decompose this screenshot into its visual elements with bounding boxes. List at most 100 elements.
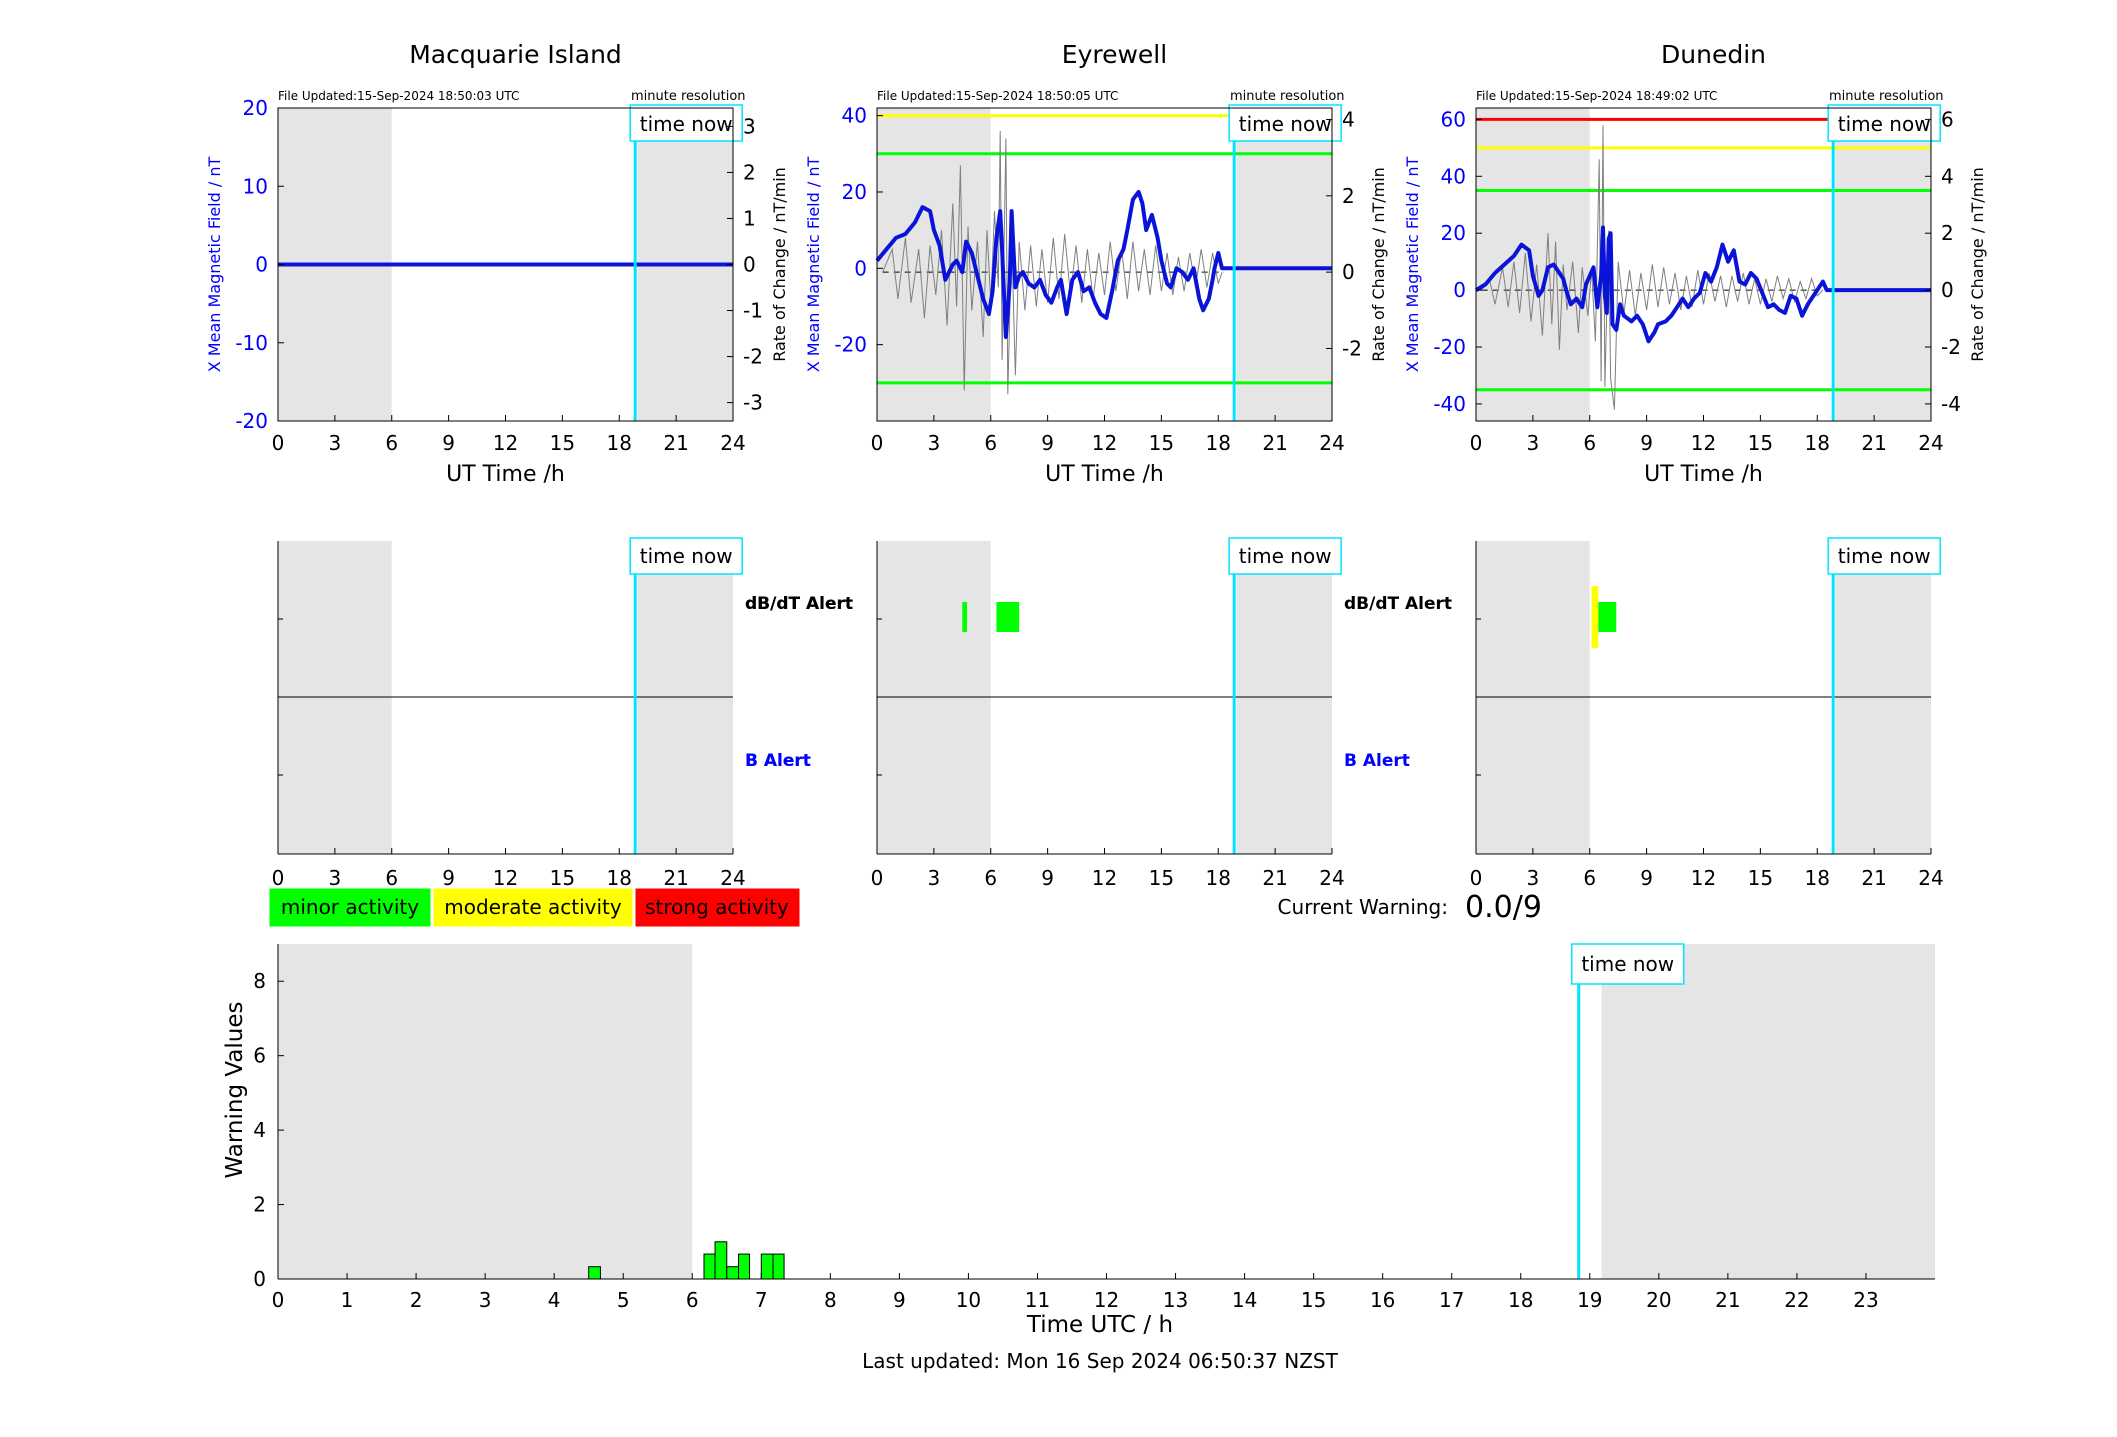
y-tick-label: 60 bbox=[1441, 107, 1466, 131]
legend-label-strong: strong activity bbox=[645, 895, 789, 919]
x-tick-label: 3 bbox=[1527, 431, 1540, 455]
x-tick-label: 24 bbox=[1918, 431, 1943, 455]
x-tick-label: 0 bbox=[871, 866, 884, 890]
b-alert-label: B Alert bbox=[1344, 751, 1410, 771]
time-utc-axis-label: Time UTC / h bbox=[1026, 1312, 1173, 1338]
file-updated-label: File Updated:15-Sep-2024 18:49:02 UTC bbox=[1476, 89, 1717, 103]
legend-swatch-strong bbox=[634, 887, 801, 928]
x-tick-label: 24 bbox=[1319, 866, 1344, 890]
x-tick-label: 3 bbox=[928, 431, 941, 455]
y-tick-label: 20 bbox=[243, 96, 268, 120]
y-tick-label: 40 bbox=[842, 104, 867, 128]
x-tick-label: 3 bbox=[479, 1288, 492, 1312]
x-tick-label: 20 bbox=[1646, 1288, 1671, 1312]
y-tick-label: -20 bbox=[834, 333, 867, 357]
time-now-label: time now bbox=[640, 544, 733, 568]
x-tick-label: 0 bbox=[1470, 431, 1483, 455]
x-tick-label: 21 bbox=[1715, 1288, 1740, 1312]
right-axis-label: Rate of Change / nT/min bbox=[770, 167, 789, 362]
warning-bar bbox=[714, 1241, 728, 1280]
dbdt-alert-label: dB/dT Alert bbox=[1344, 594, 1452, 614]
time-now-box bbox=[1228, 537, 1342, 575]
x-tick-label: 15 bbox=[1149, 866, 1174, 890]
y2-tick-label: 6 bbox=[1941, 107, 1954, 131]
magnetic-field-series bbox=[1474, 225, 1931, 344]
x-tick-label: 18 bbox=[607, 431, 632, 455]
time-now-label: time now bbox=[1838, 112, 1931, 136]
x-tick-label: 9 bbox=[442, 866, 455, 890]
night-shade bbox=[1835, 108, 1931, 421]
y-tick-label: 10 bbox=[243, 174, 268, 198]
time-now-box bbox=[629, 104, 743, 142]
x-tick-label: 6 bbox=[984, 431, 997, 455]
x-tick-label: 0 bbox=[1470, 866, 1483, 890]
x-tick-label: 15 bbox=[550, 866, 575, 890]
x-tick-label: 0 bbox=[272, 866, 285, 890]
x-tick-label: 3 bbox=[1527, 866, 1540, 890]
dbdt-alert-label: dB/dT Alert bbox=[745, 594, 853, 614]
x-tick-label: 9 bbox=[1041, 431, 1054, 455]
x-tick-label: 12 bbox=[1691, 866, 1716, 890]
y2-tick-label: 2 bbox=[1342, 184, 1355, 208]
x-tick-label: 6 bbox=[984, 866, 997, 890]
y-tick-label: 4 bbox=[253, 1118, 266, 1142]
x-tick-label: 10 bbox=[956, 1288, 981, 1312]
y2-tick-label: 1 bbox=[743, 206, 756, 230]
minute-resolution-label: minute resolution bbox=[631, 89, 746, 104]
x-tick-label: 15 bbox=[1748, 431, 1773, 455]
file-updated-label: File Updated:15-Sep-2024 18:50:03 UTC bbox=[278, 89, 519, 103]
y2-tick-label: -1 bbox=[743, 299, 763, 323]
x-tick-label: 12 bbox=[1092, 431, 1117, 455]
night-shade bbox=[1236, 108, 1332, 421]
dbdt-alert-bar bbox=[962, 602, 968, 632]
y-tick-label: 8 bbox=[253, 969, 266, 993]
plot-layer: Macquarie Island minute resolution time no… bbox=[205, 40, 1987, 1312]
y-tick-label: 20 bbox=[842, 180, 867, 204]
y2-tick-label: 4 bbox=[1342, 107, 1355, 131]
x-tick-label: 21 bbox=[663, 866, 688, 890]
x-tick-label: 9 bbox=[442, 431, 455, 455]
y2-tick-label: 2 bbox=[1941, 221, 1954, 245]
y2-tick-label: 0 bbox=[1342, 260, 1355, 284]
warning-bar bbox=[738, 1253, 751, 1280]
x-tick-label: 0 bbox=[272, 431, 285, 455]
x-tick-label: 15 bbox=[1301, 1288, 1326, 1312]
left-axis-label: X Mean Magnetic Field / nT bbox=[205, 157, 224, 373]
x-tick-label: 11 bbox=[1025, 1288, 1050, 1312]
y-tick-label: 2 bbox=[253, 1193, 266, 1217]
b-alert-label: B Alert bbox=[745, 751, 811, 771]
x-tick-label: 9 bbox=[893, 1288, 906, 1312]
x-tick-label: 21 bbox=[1861, 431, 1886, 455]
x-tick-label: 15 bbox=[1748, 866, 1773, 890]
y-tick-label: -20 bbox=[235, 409, 268, 433]
y-tick-label: 0 bbox=[854, 256, 867, 280]
x-tick-label: 16 bbox=[1370, 1288, 1395, 1312]
warning-bar bbox=[703, 1253, 716, 1280]
warning-bar bbox=[588, 1266, 601, 1280]
time-now-box bbox=[629, 537, 743, 575]
x-tick-label: 12 bbox=[1092, 866, 1117, 890]
station-title: Macquarie Island bbox=[409, 40, 622, 69]
x-tick-label: 5 bbox=[617, 1288, 630, 1312]
y2-tick-label: 4 bbox=[1941, 164, 1954, 188]
rate-of-change-series bbox=[882, 130, 1223, 395]
x-axis-label: UT Time /h bbox=[1644, 462, 1763, 487]
x-tick-label: 12 bbox=[1094, 1288, 1119, 1312]
legend-label-moderate: moderate activity bbox=[444, 895, 622, 919]
x-tick-label: 15 bbox=[550, 431, 575, 455]
y2-tick-label: 2 bbox=[743, 160, 756, 184]
minute-resolution-label: minute resolution bbox=[1230, 89, 1345, 104]
x-tick-label: 6 bbox=[1583, 866, 1596, 890]
time-now-box bbox=[1827, 537, 1941, 575]
x-tick-label: 9 bbox=[1041, 866, 1054, 890]
night-shade bbox=[877, 108, 991, 421]
shading-layer bbox=[278, 108, 1935, 1279]
station-title: Dunedin bbox=[1661, 40, 1766, 69]
y2-tick-label: -2 bbox=[743, 345, 763, 369]
time-now-label: time now bbox=[640, 112, 733, 136]
x-tick-label: 24 bbox=[720, 431, 745, 455]
y-tick-label: 20 bbox=[1441, 221, 1466, 245]
night-shade bbox=[1601, 944, 1935, 1279]
legend-swatch-moderate bbox=[432, 887, 634, 928]
